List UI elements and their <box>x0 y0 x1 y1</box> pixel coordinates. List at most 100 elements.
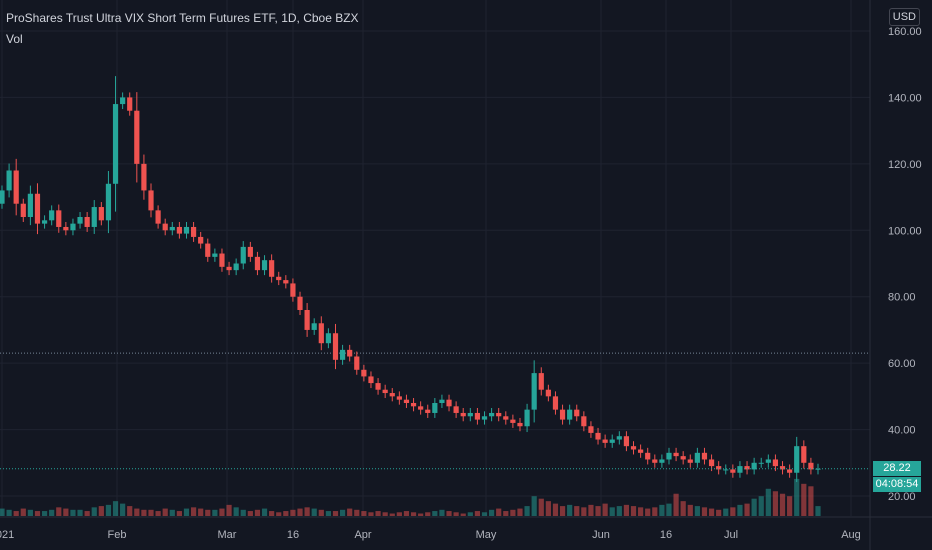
volume-bar <box>183 508 190 516</box>
volume-bar <box>545 501 551 516</box>
volume-bar <box>0 508 5 516</box>
candle-body <box>261 260 268 271</box>
volume-bar <box>382 512 388 516</box>
candle-body <box>723 469 729 471</box>
volume-bar <box>226 504 232 516</box>
volume-bar <box>517 508 523 516</box>
volume-bar <box>616 506 622 516</box>
volume-bar <box>283 511 289 516</box>
volume-bar <box>148 509 154 516</box>
volume-bar <box>155 511 161 516</box>
volume-bar <box>609 507 615 516</box>
candle-body <box>794 446 800 473</box>
candle-body <box>531 373 537 410</box>
volume-bar <box>361 511 367 516</box>
volume-bar <box>666 503 672 516</box>
candle-body <box>652 459 658 463</box>
volume-bar <box>460 513 466 516</box>
candle-body <box>112 104 119 184</box>
last-price-badge: 28.22 <box>873 460 921 476</box>
candle-body <box>389 393 395 397</box>
volume-bar <box>630 506 637 516</box>
candle-body <box>616 436 622 440</box>
candle-body <box>318 323 324 344</box>
countdown-badge: 04:08:54 <box>873 476 921 492</box>
candle-body <box>595 432 601 440</box>
volume-bar <box>446 511 452 516</box>
volume-bar <box>162 508 168 516</box>
candle-body <box>432 403 438 413</box>
candle-body <box>638 449 644 453</box>
volume-bar <box>219 508 225 516</box>
volume-bar <box>56 507 62 516</box>
candle-body <box>517 422 523 427</box>
volume-bar <box>354 509 360 516</box>
volume-bar <box>240 509 246 516</box>
volume-bar <box>254 509 261 516</box>
candle-body <box>730 469 736 473</box>
y-tick-label: 100.00 <box>888 225 922 237</box>
volume-bar <box>538 498 544 516</box>
candle-body <box>801 446 807 463</box>
volume-bar <box>531 496 537 516</box>
candle-body <box>375 383 381 390</box>
candle-body <box>70 223 76 231</box>
volume-bar <box>701 507 708 516</box>
volume-bar <box>496 508 502 516</box>
x-tick-label: Aug <box>841 529 861 541</box>
currency-button[interactable]: USD <box>888 8 920 26</box>
y-tick-label: 160.00 <box>888 26 922 38</box>
volume-bar <box>673 493 679 516</box>
candle-body <box>354 356 360 370</box>
candle-body <box>212 253 218 257</box>
candle-body <box>559 409 566 420</box>
volume-bar <box>169 509 175 516</box>
candle-body <box>276 276 282 281</box>
volume-bar <box>659 504 665 516</box>
candle-body <box>162 223 168 231</box>
volume-bar <box>396 512 402 516</box>
volume-bar <box>708 508 715 516</box>
candle-body <box>176 226 182 234</box>
volume-bar <box>269 511 275 516</box>
volume-bar <box>70 509 76 516</box>
candle-body <box>744 466 750 470</box>
y-tick-label: 140.00 <box>888 92 922 104</box>
candle-body <box>489 412 495 417</box>
candle-body <box>325 333 331 344</box>
volume-bar <box>20 508 26 516</box>
volume-bar <box>339 509 346 516</box>
candle-body <box>269 260 275 277</box>
volume-legend: Vol <box>6 32 23 46</box>
volume-bar <box>98 506 104 516</box>
volume-bar <box>581 507 587 516</box>
candle-body <box>467 412 473 417</box>
candle-body <box>737 466 743 473</box>
candle-body <box>283 280 289 284</box>
volume-bar <box>645 508 651 516</box>
volume-bar <box>687 504 693 516</box>
candle-body <box>694 452 700 463</box>
volume-bar <box>489 509 495 516</box>
volume-bar <box>765 488 771 516</box>
candle-body <box>134 110 140 164</box>
volume-bar <box>794 478 800 516</box>
volume-bar <box>772 491 779 516</box>
volume-bar <box>91 507 97 516</box>
volume-bar <box>134 508 140 516</box>
candle-body <box>574 409 580 417</box>
volume-bar <box>510 509 516 516</box>
candle-body <box>13 170 19 204</box>
volume-bar <box>815 506 821 516</box>
volume-bar <box>176 511 182 516</box>
volume-bar <box>297 508 303 516</box>
y-tick-label: 80.00 <box>888 292 916 304</box>
volume-bar <box>694 506 700 516</box>
volume-bar <box>439 509 445 516</box>
volume-bar <box>467 512 473 516</box>
candle-body <box>382 389 388 394</box>
y-tick-label: 120.00 <box>888 159 922 171</box>
candle-body <box>666 452 672 460</box>
